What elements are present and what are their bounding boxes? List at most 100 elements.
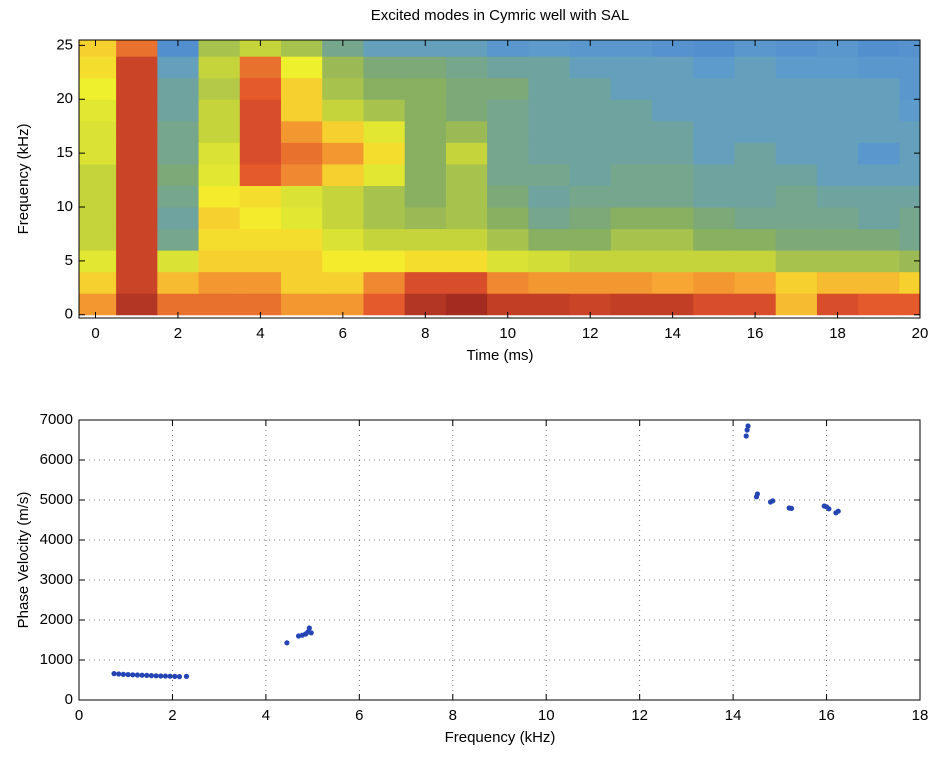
heatmap-cell [239,228,282,251]
heatmap-cell [322,228,364,251]
heatmap-cell [239,250,282,273]
heatmap-cell [816,40,859,57]
heatmap-cell [157,40,200,57]
point [172,673,178,680]
heatmap-cell [652,163,694,186]
heatmap-cell [487,185,529,208]
heatmap-cell [404,56,447,79]
heatmap-cell [404,250,447,273]
heatmap-cell [652,56,694,79]
heatmap-cell [157,185,200,208]
heatmap-cell [404,207,447,230]
heatmap-cell [734,56,777,79]
x-tick-label: 0 [75,707,83,724]
heatmap-cell [693,99,735,122]
point [284,640,290,646]
heatmap-cell [858,163,900,186]
x-tick-label: 16 [818,707,835,724]
heatmap-cell [816,99,859,122]
x-tick-label: 2 [168,707,176,724]
heatmap-cell [79,99,117,122]
heatmap-cell [157,120,200,143]
heatmap-cell [734,77,777,100]
heatmap-cell [693,250,735,273]
heatmap-cell [79,40,117,57]
heatmap-cell [198,207,241,230]
heatmap-cell [363,207,406,230]
heatmap-cell [775,228,818,251]
heatmap-cell [734,207,777,230]
heatmap-cell [404,293,447,316]
heatmap-cell [79,293,117,316]
heatmap-cell [445,250,488,273]
heatmap-cell [487,120,529,143]
heatmap-cell [363,120,406,143]
heatmap-cell [79,250,117,273]
point [826,506,832,512]
heatmap-cell [816,293,859,316]
heatmap-cell [116,207,158,230]
point [743,433,749,439]
x-tick-label: 0 [91,325,99,342]
y-tick-label: 2000 [40,611,73,628]
heatmap-cell [858,120,900,143]
heatmap-cell [693,40,735,57]
heatmap-cell [652,77,694,100]
heatmap-cell [652,250,694,273]
heatmap-cell [569,40,612,57]
y-tick-label: 0 [65,691,73,708]
heatmap-cell [363,271,406,294]
point [162,673,169,679]
point [153,673,159,679]
heatmap-cell [281,185,323,208]
heatmap-cell [445,163,488,186]
heatmap-cell [239,40,282,57]
heatmap-cell [281,142,323,165]
heatmap-cell [116,56,158,79]
heatmap-cell [652,207,694,230]
heatmap-cell [116,185,158,208]
point [745,423,751,429]
heatmap-cell [281,163,323,186]
heatmap-cell [116,293,158,316]
heatmap-cell [239,163,282,186]
heatmap-cell [404,77,447,100]
heatmap-cell [528,99,571,122]
heatmap-cell [816,185,859,208]
heatmap-cell [404,185,447,208]
heatmap-cell [569,228,612,251]
point [308,630,314,636]
heatmap-cell [528,120,571,143]
x-tick-label: 12 [631,707,648,724]
heatmap-cell [816,163,859,186]
heatmap-cell [445,185,488,208]
point [130,672,136,678]
heatmap-cell [734,228,777,251]
heatmap-cell [322,293,364,316]
chart-title: Excited modes in Cymric well with SAL [371,7,629,24]
heatmap-cell [569,207,612,230]
heatmap-cell [610,271,653,294]
heatmap-cell [281,99,323,122]
heatmap-cell [652,120,694,143]
heatmap-cell [858,293,900,316]
heatmap-cell [404,99,447,122]
point [176,674,183,680]
heatmap-cell [652,40,694,57]
heatmap-cell [528,77,571,100]
heatmap-cell [281,40,323,57]
heatmap-cell [899,185,921,208]
heatmap-cell [445,142,488,165]
heatmap-cell [569,142,612,165]
heatmap-cell [734,163,777,186]
x-tick-label: 18 [829,325,846,342]
heatmap-cell [445,56,488,79]
heatmap-cell [404,142,447,165]
point [111,671,117,677]
heatmap-cell [239,77,282,100]
heatmap-cell [322,271,364,294]
x-tick-label: 16 [747,325,764,342]
heatmap-cell [899,228,921,251]
heatmap-cell [239,120,282,143]
